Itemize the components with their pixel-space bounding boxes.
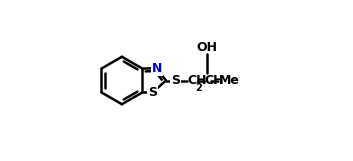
Text: 2: 2 <box>195 83 202 93</box>
Text: S: S <box>148 86 157 99</box>
Text: CH: CH <box>187 74 207 87</box>
Text: CH: CH <box>204 74 224 87</box>
Text: N: N <box>151 62 162 75</box>
Text: OH: OH <box>197 41 218 54</box>
Text: S: S <box>171 74 180 87</box>
Text: Me: Me <box>219 74 240 87</box>
